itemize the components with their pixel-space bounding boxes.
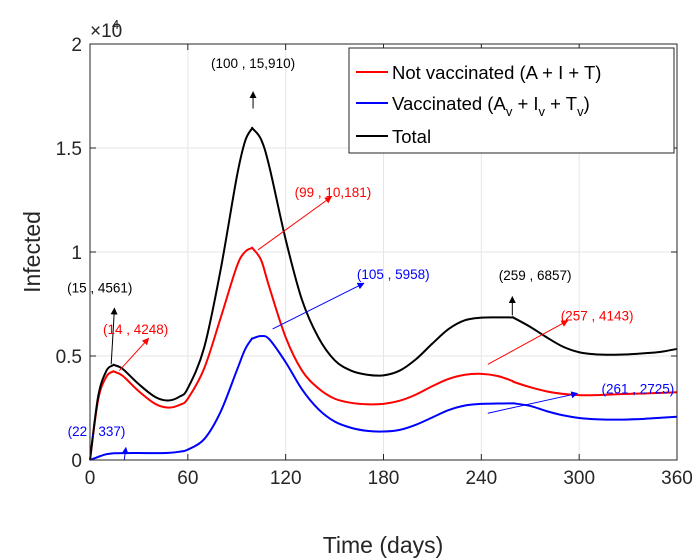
annotation-label: (99 , 10,181)	[295, 185, 372, 200]
x-tick-label: 300	[563, 468, 595, 489]
y-exponent: ×10 4	[90, 17, 122, 42]
legend-label-not-vaccinated: Not vaccinated (A + I + T)	[392, 62, 601, 83]
annotation-arrow	[487, 320, 569, 365]
annotation-arrow	[118, 337, 150, 371]
annotation-arrow	[272, 282, 365, 330]
legend: Not vaccinated (A + I + T) Vaccinated (A…	[348, 47, 675, 154]
annotation-label: (105 , 5958)	[357, 267, 430, 282]
annotation-label: (14 , 4248)	[103, 322, 168, 337]
annotation-arrow	[121, 446, 129, 461]
series-line-total	[89, 126, 678, 461]
x-axis-title: Time (days)	[323, 532, 444, 558]
x-tick-label: 60	[177, 468, 198, 489]
x-tick-label: 0	[85, 468, 96, 489]
annotation-label: (100 , 15,910)	[211, 56, 295, 71]
axis-ticks: 0 60 120 180 240 300 360 0 0.5 1 1.5 2	[56, 35, 693, 489]
legend-label-total: Total	[392, 126, 431, 147]
y-tick-label: 2	[71, 35, 82, 56]
series-lines	[89, 126, 678, 461]
annotation-label: (257 , 4143)	[561, 309, 634, 324]
x-tick-label: 240	[465, 468, 497, 489]
legend-box	[348, 47, 675, 154]
x-tick-label: 360	[661, 468, 693, 489]
x-tick-label: 180	[368, 468, 400, 489]
annotation-label: (259 , 6857)	[499, 268, 572, 283]
x-tick-label: 120	[270, 468, 302, 489]
annotation-label: (261 , 2725)	[601, 381, 674, 396]
y-tick-label: 1.5	[56, 139, 82, 160]
annotation-label: (22 , 337)	[68, 424, 126, 439]
y-axis-title: Infected	[19, 211, 45, 293]
annotation-arrow	[487, 391, 579, 414]
annotation-arrow	[110, 307, 118, 365]
annotations: (100 , 15,910) (15 , 4561) (14 , 4248) (22 …	[67, 56, 674, 461]
annotation-arrow	[257, 196, 332, 251]
series-line-not-vaccinated	[89, 246, 678, 461]
y-exponent-power: 4	[112, 17, 119, 32]
series-line-vaccinated	[89, 335, 678, 461]
annotation-label: (15 , 4561)	[67, 281, 132, 296]
y-tick-label: 1	[71, 243, 82, 264]
y-tick-label: 0	[71, 451, 82, 472]
y-tick-label: 0.5	[56, 347, 82, 368]
y-exponent-base: ×10	[90, 21, 122, 42]
